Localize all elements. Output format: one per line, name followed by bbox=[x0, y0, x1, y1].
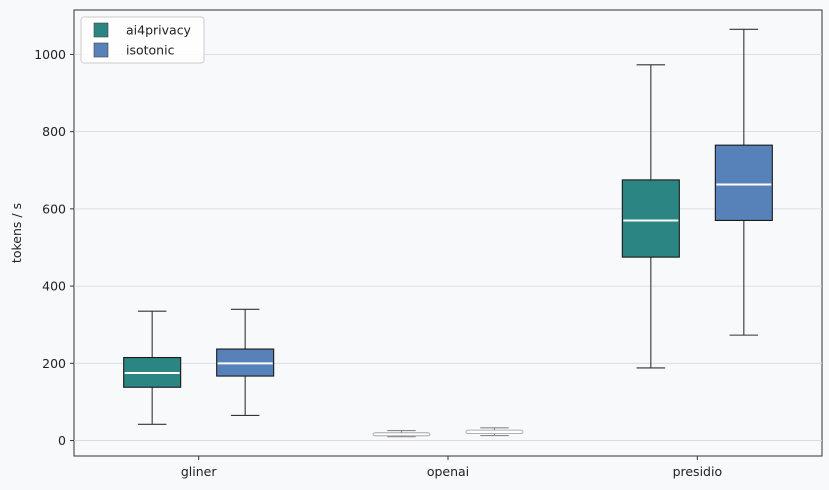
box-openai-isotonic bbox=[465, 427, 524, 437]
y-ticks: 0 200 400 600 800 1000 bbox=[34, 47, 74, 448]
box-gliner-isotonic bbox=[216, 308, 275, 417]
box-openai-ai4privacy bbox=[372, 429, 431, 438]
legend-frame bbox=[80, 16, 205, 64]
boxes bbox=[123, 28, 773, 438]
y-tick-label: 600 bbox=[42, 201, 66, 216]
x-tick-label-presidio: presidio bbox=[673, 464, 723, 479]
box-presidio-ai4privacy bbox=[621, 64, 680, 369]
plot-area bbox=[73, 9, 823, 457]
y-axis-title: tokens / s bbox=[9, 203, 24, 263]
box-iqr bbox=[465, 429, 524, 435]
legend-label-ai4privacy: ai4privacy bbox=[126, 23, 192, 38]
x-tick-label-openai: openai bbox=[427, 464, 469, 479]
y-tick-label: 0 bbox=[58, 433, 66, 448]
y-tick-label: 200 bbox=[42, 356, 66, 371]
y-tick-label: 800 bbox=[42, 124, 66, 139]
box-iqr bbox=[372, 432, 431, 437]
legend-swatch-isotonic bbox=[93, 42, 109, 58]
box-gliner-ai4privacy bbox=[123, 310, 182, 425]
legend: ai4privacy isotonic bbox=[80, 16, 205, 64]
box-iqr bbox=[621, 179, 680, 258]
legend-label-isotonic: isotonic bbox=[126, 43, 175, 58]
legend-swatch-ai4privacy bbox=[93, 22, 109, 38]
y-tick-label: 400 bbox=[42, 279, 66, 294]
y-tick-label: 1000 bbox=[34, 47, 66, 62]
box-iqr bbox=[714, 144, 773, 222]
x-ticks: gliner openai presidio bbox=[181, 456, 722, 479]
x-tick-label-gliner: gliner bbox=[181, 464, 217, 479]
box-presidio-isotonic bbox=[714, 28, 773, 336]
